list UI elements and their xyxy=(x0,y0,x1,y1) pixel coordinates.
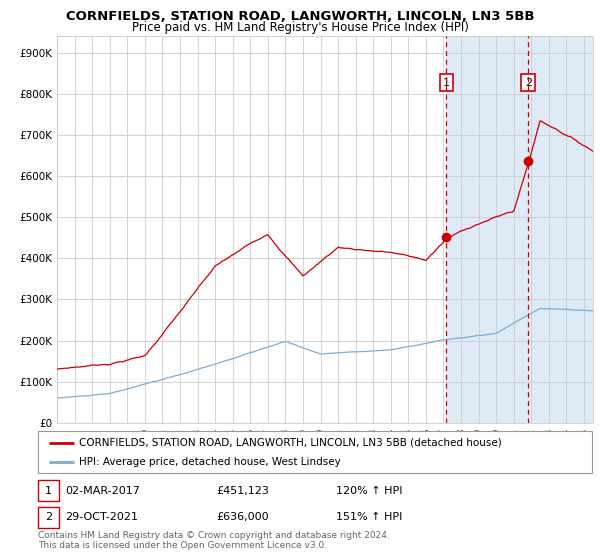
Text: CORNFIELDS, STATION ROAD, LANGWORTH, LINCOLN, LN3 5BB: CORNFIELDS, STATION ROAD, LANGWORTH, LIN… xyxy=(66,10,534,23)
Text: Price paid vs. HM Land Registry's House Price Index (HPI): Price paid vs. HM Land Registry's House … xyxy=(131,21,469,34)
Text: £636,000: £636,000 xyxy=(216,512,269,522)
Text: 2: 2 xyxy=(525,78,532,88)
Text: 29-OCT-2021: 29-OCT-2021 xyxy=(65,512,138,522)
Text: 1: 1 xyxy=(443,78,450,88)
Text: 02-MAR-2017: 02-MAR-2017 xyxy=(65,486,140,496)
Text: 1: 1 xyxy=(45,486,52,496)
Text: 2: 2 xyxy=(45,512,52,522)
Text: 120% ↑ HPI: 120% ↑ HPI xyxy=(336,486,403,496)
Text: HPI: Average price, detached house, West Lindsey: HPI: Average price, detached house, West… xyxy=(79,457,341,467)
Text: CORNFIELDS, STATION ROAD, LANGWORTH, LINCOLN, LN3 5BB (detached house): CORNFIELDS, STATION ROAD, LANGWORTH, LIN… xyxy=(79,437,502,447)
FancyBboxPatch shape xyxy=(38,431,592,473)
Text: Contains HM Land Registry data © Crown copyright and database right 2024.
This d: Contains HM Land Registry data © Crown c… xyxy=(38,531,389,550)
Bar xyxy=(446,36,593,423)
Text: £451,123: £451,123 xyxy=(216,486,269,496)
Text: 151% ↑ HPI: 151% ↑ HPI xyxy=(336,512,403,522)
